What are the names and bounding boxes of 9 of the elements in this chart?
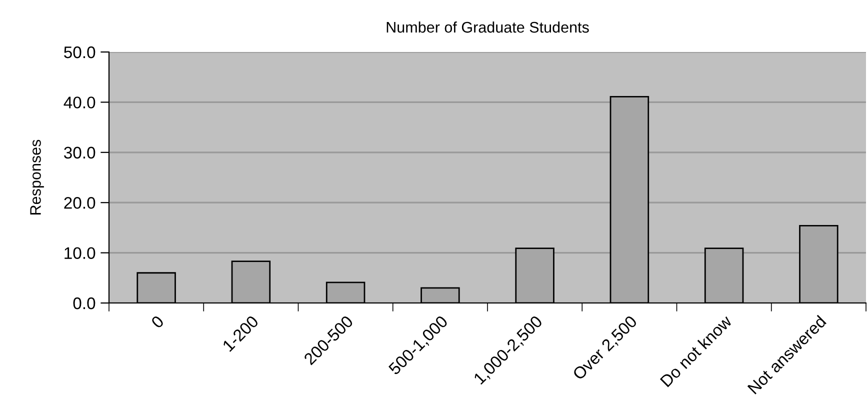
y-tick-label: 10.0 <box>64 247 96 260</box>
y-tick-label: 20.0 <box>64 197 96 209</box>
y-tick-label: 40.0 <box>64 96 96 108</box>
y-axis-title: Responses <box>30 140 44 214</box>
y-tick-label: 30.0 <box>64 146 96 159</box>
chart-title: Number of Graduate Students <box>386 21 589 33</box>
y-tick-label: 0.0 <box>73 297 96 310</box>
x-tick-label: 0 <box>150 314 165 329</box>
y-tick-label: 50.0 <box>64 46 96 58</box>
